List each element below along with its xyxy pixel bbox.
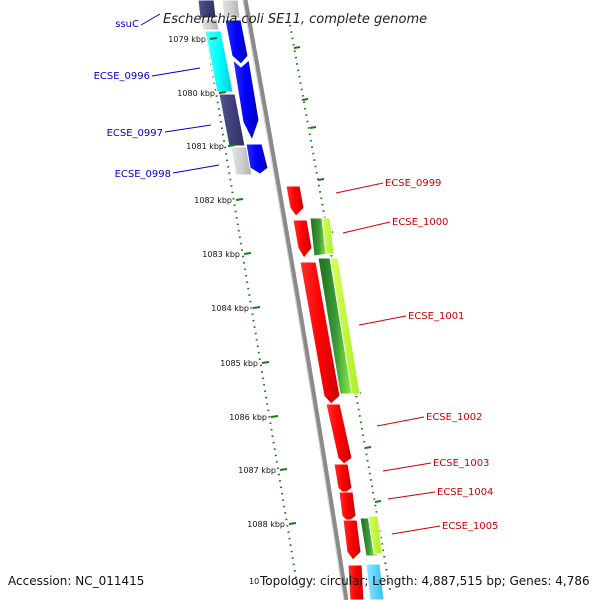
gene-ECSE_0997 <box>218 93 246 147</box>
reverse-track-guide-arc <box>289 24 391 591</box>
gene-blue-2 <box>232 58 260 142</box>
gene-label: ECSE_0997 <box>107 128 163 139</box>
gene-leader-line <box>376 416 425 427</box>
ruler-tick <box>279 468 288 471</box>
ruler-tick <box>218 91 227 94</box>
gene-ECSE_0998 <box>230 146 253 176</box>
ruler-tick-label: 1080 kbp <box>177 89 215 98</box>
gene-label: ECSE_1001 <box>408 311 464 322</box>
gene-grey-top <box>200 18 220 31</box>
forward-gene-labels: ssuC ECSE_0996 ECSE_0997 ECSE_0998 <box>94 13 220 180</box>
reverse-genes <box>285 185 385 600</box>
ruler-tick <box>235 198 244 201</box>
ruler-tick <box>243 252 252 255</box>
gene-leader-line <box>382 462 432 472</box>
gene-ECSE_1004 <box>338 491 357 523</box>
ruler-tick-label: 1082 kbp <box>194 196 232 205</box>
gene-lime-1001 <box>329 257 361 395</box>
gene-label: ECSE_1002 <box>426 412 482 423</box>
gene-label: ECSE_1004 <box>437 487 493 498</box>
partial-tick-label: 10 <box>249 577 259 586</box>
forward-genes <box>197 0 269 176</box>
gene-lightblue-bottom <box>365 563 385 600</box>
gene-leader-line <box>164 124 212 133</box>
gene-leader-line <box>358 315 407 326</box>
gene-ECSE_0999 <box>285 185 305 217</box>
gene-ssuC-left <box>197 0 217 19</box>
gene-red-bottom <box>347 564 365 600</box>
ruler-tick <box>288 522 297 525</box>
ruler-tick-label: 1079 kbp <box>168 35 206 44</box>
gene-label: ECSE_0996 <box>94 71 150 82</box>
ruler-tick <box>227 144 236 147</box>
gene-leader-line <box>335 182 384 194</box>
reverse-gene-labels: ECSE_0999 ECSE_1000 ECSE_1001 ECSE_1002 ECSE… <box>335 178 498 535</box>
gene-leader-line <box>140 13 161 26</box>
ruler-tick-label: 1085 kbp <box>220 359 258 368</box>
ruler-tick-label: 1086 kbp <box>229 413 267 422</box>
gene-leader-line <box>387 491 436 500</box>
gene-label: ECSE_0998 <box>115 169 171 180</box>
gene-label: ECSE_1000 <box>392 217 448 228</box>
gene-ECSE_1003 <box>333 463 353 495</box>
gene-blue-1 <box>224 19 249 65</box>
ruler-tick-label: 1081 kbp <box>186 142 224 151</box>
gene-ECSE_1000-red <box>292 219 313 259</box>
gene-label: ECSE_1003 <box>433 458 489 469</box>
gene-ECSE_1001-red <box>299 261 341 405</box>
gene-ECSE_1002 <box>325 403 353 465</box>
gene-lime-1005 <box>367 515 383 555</box>
ruler-tick <box>252 306 261 309</box>
accession-text: Accession: NC_011415 <box>8 574 145 588</box>
gene-leader-line <box>391 525 441 535</box>
ruler-tick <box>261 361 270 364</box>
gene-lime-1000 <box>321 217 335 255</box>
ruler-tick-label: 1084 kbp <box>211 304 249 313</box>
gene-label: ECSE_0999 <box>385 178 441 189</box>
gene-blue-3 <box>245 143 269 175</box>
gene-ECSE_1005-red <box>342 519 362 561</box>
gene-leader-line <box>172 164 220 174</box>
gene-label: ssuC <box>115 19 139 30</box>
gene-leader-line <box>342 221 391 234</box>
ruler-tick <box>209 37 218 40</box>
map-title: Escherichia coli SE11, complete genome <box>163 12 427 27</box>
gene-ECSE_0996 <box>204 30 234 93</box>
ruler-tick <box>270 415 279 418</box>
gene-label: ECSE_1005 <box>442 521 498 532</box>
genome-backbone <box>242 0 349 600</box>
ruler-tick-label: 1087 kbp <box>238 466 276 475</box>
ruler-tick-label: 1088 kbp <box>247 520 285 529</box>
ruler-tick-label: 1083 kbp <box>202 250 240 259</box>
ruler-ticks: 1079 kbp 1080 kbp 1081 kbp 1082 kbp 1083 kbp… <box>168 35 297 529</box>
gene-ssuC-right <box>221 0 241 19</box>
topology-text: Topology: circular; Length: 4,887,515 bp… <box>260 574 590 588</box>
gene-leader-line <box>151 67 201 77</box>
